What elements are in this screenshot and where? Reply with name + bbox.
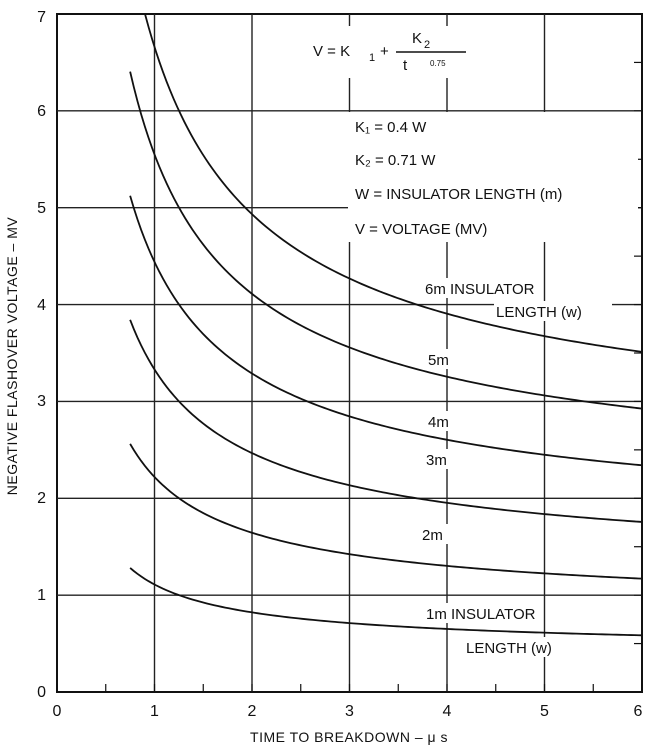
y-tick-label-0: 0	[37, 684, 46, 701]
curve-2m	[129, 443, 643, 580]
label-6m: 6m INSULATOR	[425, 281, 535, 298]
formula-k2-sub: 2	[424, 39, 430, 51]
label-6m-length-backdrop	[494, 301, 612, 321]
definitions: K₁ = 0.4 W K₂ = 0.71 W W = INSULATOR LEN…	[348, 112, 638, 242]
curves	[129, 14, 643, 637]
definition-w: W = INSULATOR LENGTH (m)	[355, 186, 562, 203]
formula-numerator: K	[412, 30, 422, 47]
x-tick-label-3: 3	[345, 703, 354, 720]
formula-exponent: 0.75	[430, 59, 446, 68]
y-tick-labels: 0 1 2 3 4 5 6 7	[37, 9, 46, 701]
label-3m-backdrop	[424, 449, 456, 469]
curve-5m	[129, 71, 643, 410]
x-axis-title: TIME TO BREAKDOWN – μ s	[250, 729, 448, 745]
formula: V = K 1 + K 2 t 0.75	[307, 26, 473, 78]
formula-lhs: V = K	[313, 43, 350, 60]
curve-1m	[129, 567, 643, 637]
label-6m-backdrop	[423, 278, 539, 298]
label-1m: 1m INSULATOR	[426, 606, 536, 623]
definition-k1: K₁ = 0.4 W	[355, 119, 427, 136]
x-tick-label-6: 6	[634, 703, 643, 720]
label-4m: 4m	[428, 414, 449, 431]
x-tick-label-0: 0	[53, 703, 62, 720]
y-tick-label-5: 5	[37, 200, 46, 217]
axis-ticks	[56, 61, 643, 692]
y-tick-label-3: 3	[37, 393, 46, 410]
formula-k1-sub: 1	[369, 52, 375, 64]
definition-v: V = VOLTAGE (MV)	[355, 221, 487, 238]
curve-3m	[129, 319, 643, 523]
definition-k2: K₂ = 0.71 W	[355, 152, 436, 169]
curve-6m	[144, 14, 643, 353]
label-1m-length: LENGTH (w)	[466, 640, 552, 657]
x-tick-label-5: 5	[540, 703, 549, 720]
y-tick-label-4: 4	[37, 297, 46, 314]
y-tick-label-6: 6	[37, 103, 46, 120]
label-3m: 3m	[426, 452, 447, 469]
curve-4m	[129, 195, 643, 467]
label-2m: 2m	[422, 527, 443, 544]
y-axis-title: NEGATIVE FLASHOVER VOLTAGE – MV	[4, 217, 20, 496]
label-2m-backdrop	[420, 524, 452, 544]
y-tick-label-7: 7	[37, 9, 46, 26]
label-4m-backdrop	[426, 411, 458, 431]
formula-plus: +	[380, 43, 389, 60]
x-tick-label-2: 2	[248, 703, 257, 720]
formula-denominator: t	[403, 57, 408, 74]
label-1m-backdrop	[424, 603, 540, 623]
label-5m-backdrop	[426, 349, 458, 369]
x-tick-label-4: 4	[443, 703, 452, 720]
label-6m-length: LENGTH (w)	[496, 304, 582, 321]
label-5m: 5m	[428, 352, 449, 369]
label-1m-length-backdrop	[464, 637, 582, 657]
definitions-backdrop	[348, 112, 638, 242]
curve-labels: 6m INSULATOR LENGTH (w) 5m 4m 3m 2m 1m I…	[420, 278, 612, 657]
y-tick-label-2: 2	[37, 490, 46, 507]
y-tick-label-1: 1	[37, 587, 46, 604]
x-tick-labels: 0 1 2 3 4 5 6	[53, 703, 643, 720]
x-tick-label-1: 1	[150, 703, 159, 720]
